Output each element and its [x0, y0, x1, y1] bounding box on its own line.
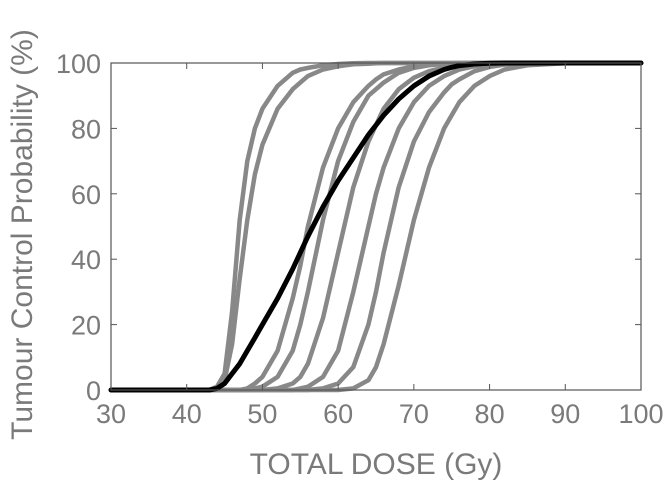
- x-tick-label: 70: [399, 399, 429, 429]
- x-tick-label: 100: [618, 399, 663, 429]
- y-tick-label: 100: [56, 49, 101, 79]
- x-axis-title: TOTAL DOSE (Gy): [250, 448, 503, 481]
- x-tick-label: 50: [247, 399, 277, 429]
- series-line-9: [108, 60, 644, 393]
- y-tick-label: 20: [71, 311, 101, 341]
- y-tick-label: 60: [71, 180, 101, 210]
- y-tick-label: 40: [71, 245, 101, 275]
- y-tick-label: 80: [71, 114, 101, 144]
- y-axis-ticks: 0 20 40 60 80 100: [56, 49, 641, 406]
- x-tick-label: 40: [172, 399, 202, 429]
- x-tick-label: 80: [475, 399, 505, 429]
- y-tick-label: 0: [86, 376, 101, 406]
- x-axis-ticks: 30 40 50 60 70 80 90 100: [96, 63, 664, 429]
- x-tick-label: 90: [550, 399, 580, 429]
- x-tick-label: 30: [96, 399, 126, 429]
- y-axis-title: Tumour Control Probability (%): [6, 29, 39, 440]
- plot-frame: [110, 62, 642, 391]
- x-tick-label: 60: [323, 399, 353, 429]
